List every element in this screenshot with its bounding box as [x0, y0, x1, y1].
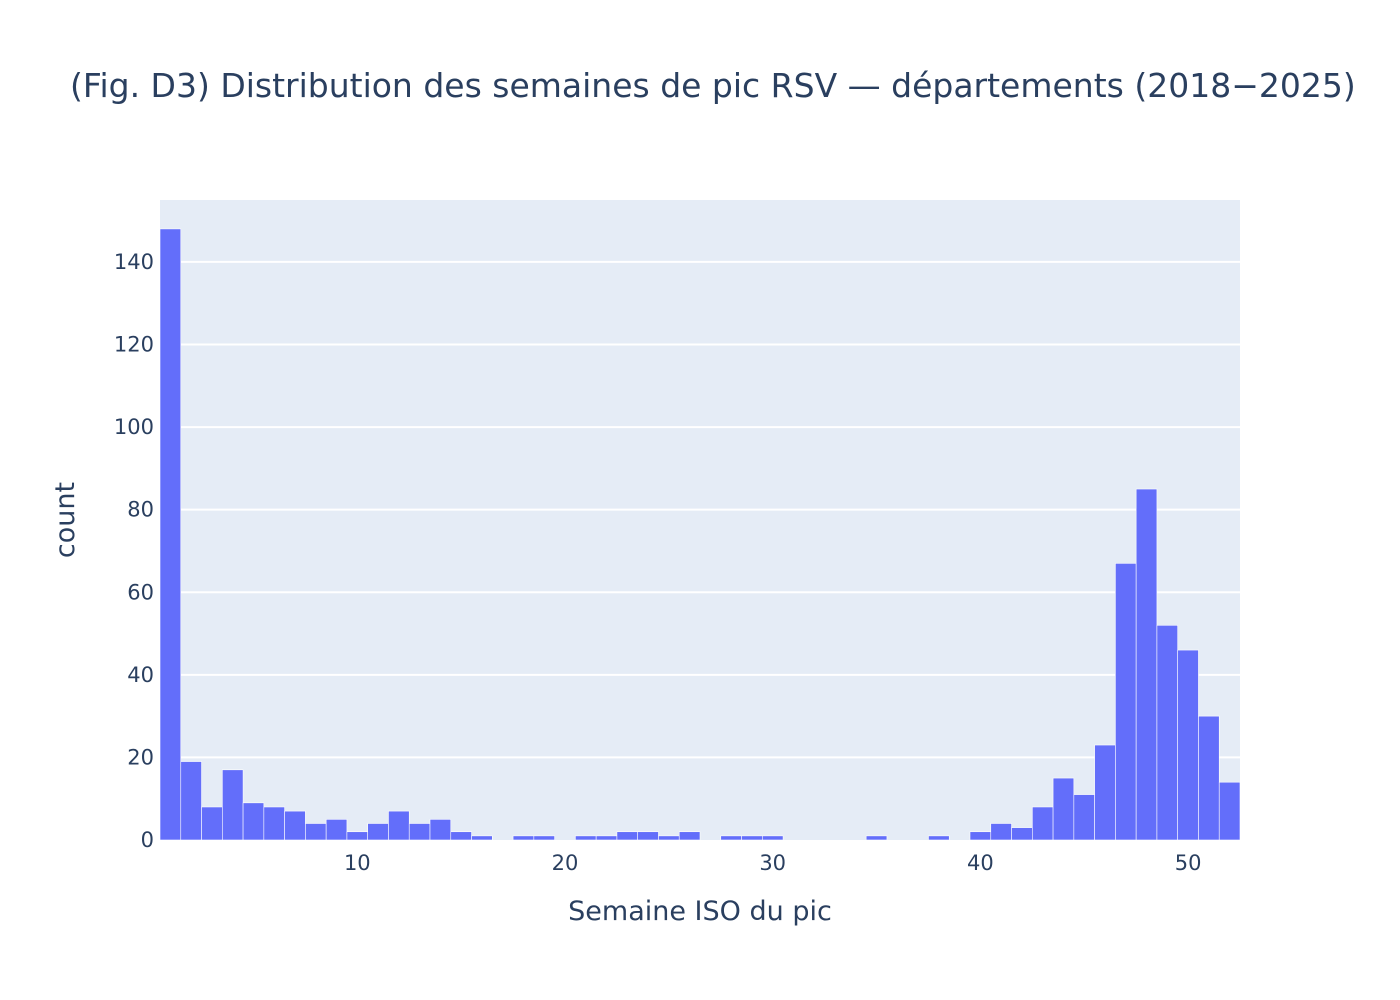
- histogram-bar: [388, 810, 410, 841]
- histogram-bar: [533, 835, 555, 841]
- histogram-bar: [512, 835, 535, 841]
- histogram-bar: [1135, 488, 1158, 841]
- x-tick-label: 10: [344, 851, 371, 875]
- histogram-bar: [1177, 649, 1199, 841]
- histogram-bar: [658, 835, 680, 841]
- y-tick-label: 20: [127, 745, 154, 769]
- histogram-bar: [450, 831, 472, 841]
- histogram-bar: [865, 835, 888, 841]
- plot-area: [160, 200, 1240, 840]
- histogram-bar: [1115, 563, 1137, 841]
- histogram-bar: [263, 806, 285, 841]
- histogram-bar: [928, 835, 950, 841]
- x-tick-label: 40: [967, 851, 994, 875]
- histogram-bar: [242, 802, 265, 841]
- y-tick-label: 40: [127, 663, 154, 687]
- gridlines: [160, 260, 1240, 759]
- histogram-bar: [969, 831, 992, 841]
- histogram-bar: [1156, 624, 1178, 841]
- histogram-bar: [284, 810, 306, 841]
- x-tick-label: 50: [1175, 851, 1202, 875]
- x-tick-labels: 10 20 30 40 50: [344, 851, 1202, 875]
- histogram-bar: [201, 806, 223, 841]
- y-tick-label: 120: [114, 333, 154, 357]
- histogram-bar: [429, 819, 452, 841]
- histogram-bar: [575, 835, 597, 841]
- histogram-bar: [1218, 781, 1241, 841]
- histogram-bar: [741, 835, 763, 841]
- histogram-bar: [1198, 715, 1220, 841]
- histogram-bar: [325, 819, 348, 841]
- histogram-bar: [616, 831, 638, 841]
- histogram-bar: [637, 831, 659, 841]
- histogram-bar: [1032, 806, 1054, 841]
- chart-title: (Fig. D3) Distribution des semaines de p…: [70, 66, 1356, 105]
- histogram-bar: [762, 835, 784, 841]
- histogram-bar: [720, 835, 742, 841]
- histogram-bar: [367, 823, 389, 841]
- histogram-bar: [1052, 777, 1075, 841]
- histogram-bar: [1011, 827, 1033, 841]
- histogram-bar: [159, 228, 182, 841]
- y-tick-label: 100: [114, 415, 154, 439]
- y-tick-label: 60: [127, 580, 154, 604]
- y-axis-title: count: [50, 482, 81, 558]
- y-tick-label: 0: [141, 828, 154, 852]
- histogram-bar: [678, 831, 701, 841]
- histogram-bar: [595, 835, 618, 841]
- histogram-bar: [990, 823, 1012, 841]
- histogram-bar: [222, 769, 244, 841]
- x-axis-title: Semaine ISO du pic: [568, 896, 832, 927]
- x-tick-label: 20: [552, 851, 579, 875]
- x-tick-label: 30: [759, 851, 786, 875]
- histogram-bar: [346, 831, 368, 841]
- histogram-bar: [305, 823, 327, 841]
- histogram-bar: [1073, 794, 1095, 841]
- bars: [159, 228, 1241, 841]
- histogram-bar: [471, 835, 493, 841]
- histogram-bar: [1094, 744, 1116, 841]
- histogram-bar: [180, 761, 202, 841]
- y-tick-labels: 0 20 40 60 80 100 120 140: [114, 250, 154, 852]
- histogram-bar: [408, 823, 431, 841]
- y-tick-label: 80: [127, 498, 154, 522]
- y-tick-label: 140: [114, 250, 154, 274]
